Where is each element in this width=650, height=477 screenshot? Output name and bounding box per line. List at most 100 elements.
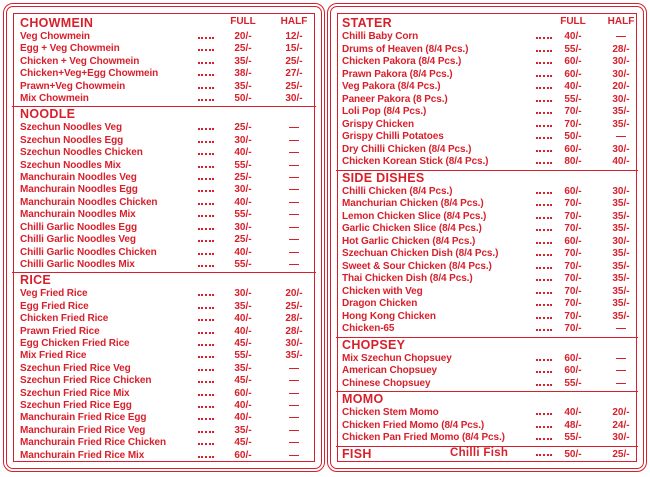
half-price: 20/- <box>612 407 630 419</box>
full-price: 48/- <box>564 419 582 431</box>
full-price: 45/- <box>234 437 252 449</box>
full-price: 55/- <box>234 159 252 171</box>
half-price: 15/- <box>285 43 303 55</box>
half-price: 35/- <box>612 260 630 272</box>
menu-item: Chicken+Veg+Egg Chowmein <box>20 68 159 80</box>
full-price: 60/- <box>564 185 582 197</box>
full-price: 55/- <box>564 93 582 105</box>
menu-item: Mix Chowmein <box>20 93 89 105</box>
half-price: 35/- <box>612 285 630 297</box>
dots <box>198 86 214 89</box>
dots <box>198 294 214 297</box>
dots <box>198 140 214 143</box>
half-price: — <box>289 258 299 270</box>
dots <box>536 425 552 428</box>
full-price: 40/- <box>234 412 252 424</box>
menu-item: Chilli Garlic Noodles Mix <box>20 258 135 270</box>
half-price: — <box>289 172 299 184</box>
half-price: 28/- <box>285 325 303 337</box>
half-price: — <box>289 221 299 233</box>
menu-item: Drums of Heaven (8/4 Pcs.) <box>342 43 469 55</box>
half-price: — <box>616 352 626 364</box>
menu-item: Szechun Noodles Mix <box>20 159 121 171</box>
menu-item: Veg Fried Rice <box>20 288 88 300</box>
dots <box>198 37 214 39</box>
dots <box>198 418 214 421</box>
full-price: 25/- <box>234 122 252 134</box>
half-price: 25/- <box>285 55 303 67</box>
half-price: 30/- <box>612 235 630 247</box>
half-price: — <box>289 196 299 208</box>
half-price: — <box>289 234 299 246</box>
half-price: 40/- <box>612 156 630 168</box>
full-price: 55/- <box>234 350 252 362</box>
half-price: 30/- <box>612 432 630 444</box>
full-price: 80/- <box>564 156 582 168</box>
right-panel <box>327 3 647 472</box>
menu-item: Manchurain Fried Rice Chicken <box>20 437 167 449</box>
half-price: — <box>289 184 299 196</box>
full-price: 60/- <box>564 68 582 80</box>
full-price: 60/- <box>234 449 252 461</box>
menu-item: Szechuan Chicken Dish (8/4 Pcs.) <box>342 248 499 260</box>
full-price: 70/- <box>564 298 582 310</box>
half-price: — <box>616 377 626 389</box>
menu-item: Chilli Fish <box>450 447 509 459</box>
section-title: RICE <box>20 273 52 288</box>
full-price: 70/- <box>564 285 582 297</box>
menu-item: Szechun Fried Rice Veg <box>20 362 131 374</box>
half-price: 35/- <box>612 198 630 210</box>
menu-item: Grispy Chicken <box>342 118 414 130</box>
dots <box>536 304 552 307</box>
dots <box>198 128 214 131</box>
menu-item: Manchurain Fried Rice Mix <box>20 449 145 461</box>
full-price: 70/- <box>564 248 582 260</box>
menu-item: Manchurian Chicken (8/4 Pcs.) <box>342 198 484 210</box>
full-price: 35/- <box>234 424 252 436</box>
full-price: 60/- <box>564 352 582 364</box>
half-price: 20/- <box>285 288 303 300</box>
full-price: 40/- <box>564 31 582 42</box>
full-price: 40/- <box>234 246 252 258</box>
dots <box>198 227 214 230</box>
dots <box>536 62 552 65</box>
menu-item: Szechun Noodles Veg <box>20 122 123 134</box>
section-title: CHOWMEIN <box>20 16 94 30</box>
full-price: 55/- <box>564 432 582 444</box>
menu-item: Chicken Fried Rice <box>20 313 109 325</box>
full-price: 70/- <box>564 106 582 118</box>
half-price: — <box>289 449 299 461</box>
full-price: 50/- <box>234 93 252 105</box>
dots <box>198 356 214 359</box>
menu-item: Chicken-65 <box>342 323 395 335</box>
dots <box>536 99 552 102</box>
section-rule <box>336 391 638 393</box>
full-price: 60/- <box>234 387 252 399</box>
half-price: 27/- <box>285 68 303 80</box>
half-price: 28/- <box>612 43 630 55</box>
full-price: 40/- <box>564 407 582 419</box>
dots <box>536 229 552 232</box>
full-price: 35/- <box>234 80 252 92</box>
dots <box>536 438 552 441</box>
menu-item: Manchurain Noodles Chicken <box>20 196 158 208</box>
dots <box>198 368 214 371</box>
dots <box>536 204 552 207</box>
full-price: 40/- <box>564 81 582 93</box>
dots <box>198 381 214 384</box>
full-price: 40/- <box>234 313 252 325</box>
dots <box>198 393 214 396</box>
menu-item: Sweet & Sour Chicken (8/4 Pcs.) <box>342 260 492 272</box>
half-price: 30/- <box>612 93 630 105</box>
menu-item: Szechun Noodles Egg <box>20 134 124 146</box>
full-price: 35/- <box>234 300 252 312</box>
half-price: 35/- <box>612 310 630 322</box>
dots <box>536 371 552 374</box>
full-price: 30/- <box>234 184 252 196</box>
full-price: 70/- <box>564 210 582 222</box>
half-price: — <box>616 131 626 143</box>
full-price: 30/- <box>234 288 252 300</box>
dots <box>536 254 552 257</box>
full-price: 55/- <box>234 258 252 270</box>
